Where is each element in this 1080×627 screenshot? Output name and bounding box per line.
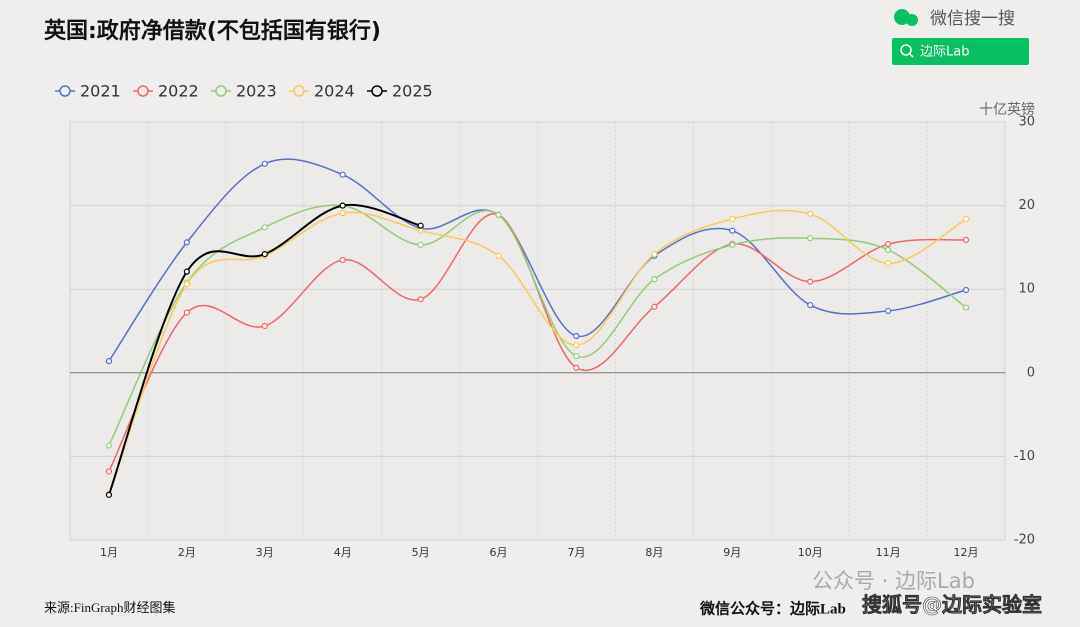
y-axis-label: 十亿英镑 <box>979 101 1035 118</box>
y-tick-label: -10 <box>1014 449 1035 464</box>
x-tick-label: 11月 <box>876 546 901 559</box>
data-point <box>417 296 424 303</box>
series-line <box>108 203 421 496</box>
data-point <box>261 160 268 167</box>
x-tick-label: 5月 <box>412 546 430 559</box>
series <box>105 202 424 498</box>
data-point <box>417 227 424 234</box>
data-point <box>105 468 113 475</box>
data-point <box>651 276 658 283</box>
data-point <box>495 252 502 259</box>
x-tick-label: 4月 <box>334 546 352 559</box>
x-tick-label: 7月 <box>567 546 585 559</box>
data-point <box>261 322 268 330</box>
x-tick-label: 12月 <box>954 546 979 559</box>
account: 微信公众号：边际Lab <box>699 599 846 617</box>
search-widget: 微信搜一搜 边际Lab <box>892 9 1029 65</box>
x-tick-label: 3月 <box>256 546 274 559</box>
data-point <box>651 250 658 258</box>
search-icon <box>900 44 912 56</box>
data-point <box>807 210 814 218</box>
data-point <box>183 268 190 275</box>
legend-marker <box>293 85 305 97</box>
data-point <box>105 491 113 498</box>
legend-label: 2022 <box>158 82 199 101</box>
chart-title: 英国:政府净借款(不包括国有银行) <box>44 18 381 44</box>
data-point <box>105 357 113 365</box>
data-point <box>962 304 970 311</box>
x-tick-label: 2月 <box>178 546 196 559</box>
x-tick-label: 9月 <box>723 546 741 559</box>
data-point <box>962 286 970 294</box>
legend-marker <box>59 85 71 97</box>
y-tick-label: -20 <box>1014 533 1035 548</box>
legend-label: 2024 <box>314 82 355 101</box>
data-point <box>807 278 814 285</box>
sohu-watermark: 搜狐号@边际实验室 <box>862 593 1042 617</box>
data-point <box>729 215 736 223</box>
legend-label: 2023 <box>236 82 277 101</box>
data-point <box>885 240 892 248</box>
data-point <box>417 222 424 229</box>
data-point <box>417 241 424 248</box>
y-tick-label: 10 <box>1018 282 1035 297</box>
data-point <box>339 210 346 217</box>
wechat-icon <box>906 14 918 26</box>
source: 来源:FinGraph财经图集 <box>44 600 175 615</box>
data-point <box>885 260 892 267</box>
data-point <box>962 215 970 223</box>
search-icon <box>909 53 914 58</box>
data-point <box>729 227 736 234</box>
search-button[interactable] <box>892 38 1029 65</box>
data-point <box>807 301 814 309</box>
data-point <box>183 281 190 288</box>
x-tick-label: 1月 <box>100 546 118 559</box>
y-tick-label: 20 <box>1018 198 1035 213</box>
data-point <box>729 241 736 248</box>
data-point <box>885 307 892 315</box>
data-point <box>339 202 346 209</box>
x-tick-label: 8月 <box>645 546 663 559</box>
search-button-label: 边际Lab <box>920 45 969 60</box>
data-point <box>105 442 113 449</box>
data-point <box>573 342 580 349</box>
legend-marker <box>371 85 383 97</box>
wechat-icon <box>894 9 910 25</box>
x-tick-label: 10月 <box>798 546 823 559</box>
data-point <box>573 332 580 340</box>
data-point <box>339 256 346 264</box>
legend-marker <box>215 85 227 97</box>
data-point <box>962 236 970 243</box>
data-point <box>651 303 658 310</box>
data-point <box>807 235 814 242</box>
x-tick-label: 6月 <box>490 546 508 559</box>
data-point <box>885 246 892 254</box>
data-point <box>573 352 580 360</box>
data-point <box>261 224 268 231</box>
data-point <box>261 250 268 258</box>
search-label: 微信搜一搜 <box>930 9 1015 29</box>
data-point <box>183 309 190 316</box>
data-point <box>183 239 190 246</box>
legend-label: 2021 <box>80 82 121 101</box>
legend-label: 2025 <box>392 82 433 101</box>
series <box>105 209 970 498</box>
data-point <box>495 211 502 218</box>
data-point <box>573 364 580 371</box>
y-tick-label: 0 <box>1027 365 1035 380</box>
data-point <box>339 171 346 178</box>
y-tick-label: 30 <box>1018 115 1035 130</box>
legend-marker <box>137 85 149 97</box>
watermark: 公众号 · 边际Lab <box>812 569 975 593</box>
